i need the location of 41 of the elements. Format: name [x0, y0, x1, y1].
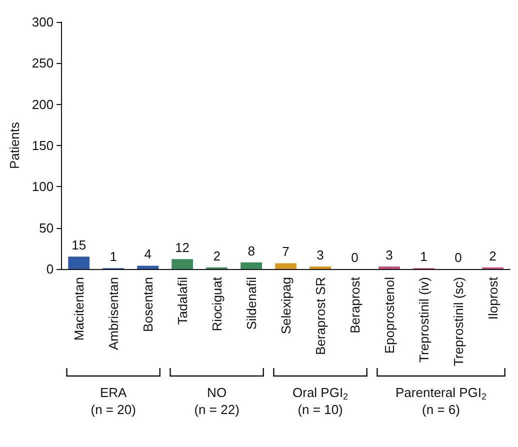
y-tick-label: 200: [32, 96, 54, 112]
x-tick-label: Beraprost: [347, 276, 362, 334]
y-tick-label: 300: [32, 14, 54, 30]
x-tick-label: Riociguat: [209, 276, 224, 332]
data-label: 2: [213, 248, 220, 264]
x-tick-label: Treprostinil (iv): [416, 277, 432, 362]
y-axis-title: Patients: [7, 122, 22, 169]
x-tick-label: Selexipag: [278, 277, 294, 334]
x-tick-label: Treprostinil (sc): [450, 277, 466, 366]
x-tick-label: Bosentan: [140, 277, 156, 332]
y-tick-label: 100: [32, 179, 54, 194]
data-label: 3: [316, 248, 324, 263]
data-label: 1: [420, 249, 428, 264]
x-tick-label: Macitentan: [71, 277, 86, 341]
data-label: 15: [72, 238, 86, 253]
data-label: 1: [110, 249, 117, 264]
data-label: 4: [144, 246, 152, 262]
y-tick-label: 0: [46, 262, 54, 276]
x-tick-label: Iloprost: [485, 276, 500, 320]
bar: [172, 259, 194, 269]
bar: [68, 256, 90, 269]
y-tick-label: 50: [39, 220, 54, 236]
bar: [137, 266, 159, 269]
y-tick-label: 250: [32, 56, 54, 71]
data-label: 8: [248, 243, 255, 258]
text: ERA (n = 20): [90, 385, 136, 417]
y-tick-label: 150: [32, 138, 54, 153]
x-tick-label: Sildenafil: [244, 276, 259, 330]
x-tick-label: Ambrisentan: [106, 277, 121, 350]
x-tick-label: Tadalafil: [174, 276, 190, 325]
data-label: 0: [454, 250, 462, 265]
data-label: 2: [489, 248, 496, 264]
data-label: 7: [282, 244, 290, 260]
data-label: 0: [351, 250, 358, 265]
x-tick-label: Beraprost SR: [312, 277, 328, 356]
data-label: 12: [175, 240, 190, 256]
x-tick-label: Epoprostenol: [382, 276, 397, 354]
text: NO (n = 22): [194, 385, 240, 417]
bar: [240, 262, 262, 269]
data-label: 3: [386, 248, 393, 263]
bar: [275, 263, 296, 269]
